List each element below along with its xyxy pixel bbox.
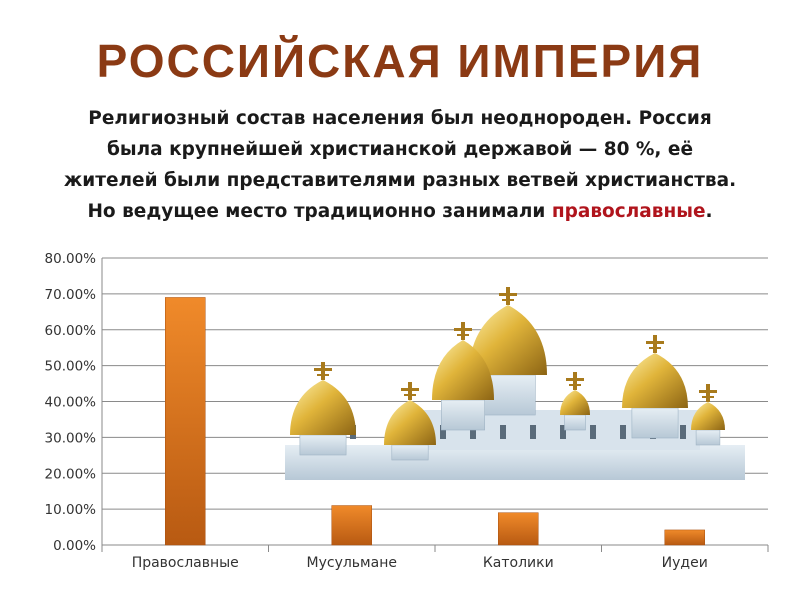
highlight-orthodox: православные (551, 201, 706, 222)
y-tick-label: 0.00% (53, 538, 96, 554)
bar-2 (331, 505, 372, 546)
intro-line-1: Религиозный состав населения был неоднор… (88, 108, 712, 129)
y-tick-label: 20.00% (45, 466, 97, 482)
intro-line-2: была крупнейшей христианской державой — … (106, 139, 693, 160)
bar-4 (664, 529, 705, 546)
gridlines (101, 257, 769, 552)
y-tick-label: 30.00% (45, 430, 97, 446)
x-category-label: Православные (132, 555, 239, 571)
x-category-label: Мусульмане (307, 555, 397, 571)
intro-line-4-end: . (705, 201, 713, 222)
intro-paragraph: Религиозный состав населения был неоднор… (30, 103, 770, 227)
intro-line-4-text: Но ведущее место традиционно занимали (87, 201, 552, 222)
y-axis-ticks: 0.00% 10.00% 20.00% 30.00% 40.00% 50.00% 60.00… (45, 251, 97, 554)
y-tick-label: 50.00% (45, 359, 97, 375)
x-category-label: Католики (483, 555, 554, 571)
x-category-label: Иудеи (662, 555, 708, 571)
intro-line-4: Но ведущее место традиционно занимали пр… (30, 196, 770, 227)
y-tick-label: 80.00% (45, 251, 97, 267)
y-tick-label: 60.00% (45, 323, 97, 339)
bar-3 (498, 512, 539, 546)
intro-line-3: жителей были представителями разных ветв… (63, 170, 737, 191)
y-tick-label: 40.00% (45, 395, 97, 411)
golden-domed-cathedral-image (285, 287, 745, 480)
y-tick-label: 70.00% (45, 287, 97, 303)
bar-1 (165, 297, 206, 546)
page-title: РОССИЙСКАЯ ИМПЕРИЯ (96, 35, 704, 87)
y-tick-label: 10.00% (45, 502, 97, 518)
bars (165, 297, 705, 546)
religion-bar-chart: 0.00% 10.00% 20.00% 30.00% 40.00% 50.00% 60.00… (45, 251, 769, 571)
x-axis-categories: Православные Мусульмане Католики Иудеи (132, 555, 708, 571)
